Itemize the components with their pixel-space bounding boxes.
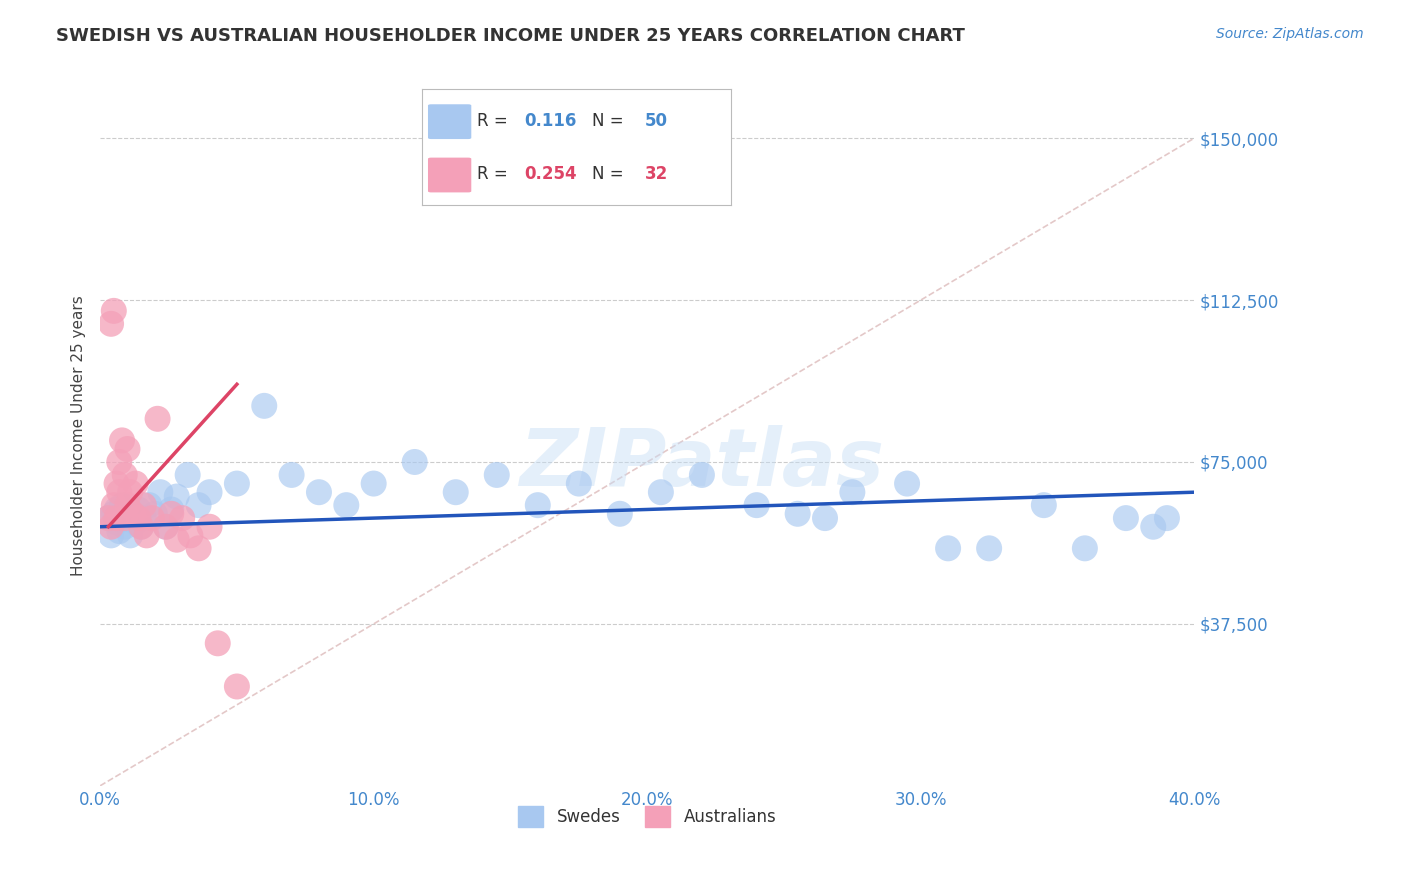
Point: [103, 304, 125, 318]
Point: [936, 541, 959, 556]
Point: [129, 520, 152, 534]
Text: N =: N =: [592, 112, 623, 129]
Y-axis label: Householder Income Under 25 years: Householder Income Under 25 years: [72, 296, 86, 576]
Point: [114, 467, 136, 482]
Point: [103, 498, 125, 512]
Point: [363, 476, 385, 491]
Point: [786, 507, 808, 521]
FancyBboxPatch shape: [427, 104, 471, 139]
Point: [280, 467, 302, 482]
Point: [896, 476, 918, 491]
Point: [149, 485, 172, 500]
Point: [120, 485, 142, 500]
Legend: Swedes, Australians: Swedes, Australians: [512, 800, 783, 833]
Point: [100, 317, 122, 331]
Point: [155, 520, 177, 534]
Point: [404, 455, 426, 469]
Point: [650, 485, 672, 500]
Text: Source: ZipAtlas.com: Source: ZipAtlas.com: [1216, 27, 1364, 41]
Point: [111, 498, 134, 512]
Point: [176, 467, 198, 482]
Point: [100, 520, 122, 534]
Point: [609, 507, 631, 521]
Text: 0.116: 0.116: [524, 112, 576, 129]
Point: [160, 502, 183, 516]
Point: [187, 498, 209, 512]
Point: [745, 498, 768, 512]
Point: [225, 680, 247, 694]
Text: R =: R =: [478, 165, 513, 183]
Point: [127, 502, 149, 516]
Text: SWEDISH VS AUSTRALIAN HOUSEHOLDER INCOME UNDER 25 YEARS CORRELATION CHART: SWEDISH VS AUSTRALIAN HOUSEHOLDER INCOME…: [56, 27, 965, 45]
Text: 0.254: 0.254: [524, 165, 576, 183]
Text: 32: 32: [644, 165, 668, 183]
Point: [690, 467, 713, 482]
Point: [103, 507, 125, 521]
Point: [135, 528, 157, 542]
Point: [1142, 520, 1164, 534]
Text: N =: N =: [592, 165, 623, 183]
Point: [114, 520, 136, 534]
Point: [138, 498, 160, 512]
Point: [207, 636, 229, 650]
Point: [146, 412, 169, 426]
Point: [253, 399, 276, 413]
Point: [125, 476, 148, 491]
Point: [1115, 511, 1137, 525]
Point: [114, 511, 136, 525]
Point: [187, 541, 209, 556]
Point: [117, 511, 139, 525]
Point: [108, 524, 131, 538]
Point: [198, 520, 221, 534]
Point: [841, 485, 863, 500]
Point: [172, 511, 194, 525]
Point: [125, 516, 148, 530]
Point: [1156, 511, 1178, 525]
Point: [179, 528, 201, 542]
Point: [120, 528, 142, 542]
Point: [526, 498, 548, 512]
Point: [155, 520, 177, 534]
Point: [1032, 498, 1054, 512]
Point: [105, 516, 128, 530]
Point: [166, 490, 188, 504]
Point: [160, 507, 183, 521]
Point: [105, 511, 128, 525]
Text: ZIPatlas: ZIPatlas: [519, 425, 884, 503]
Point: [105, 502, 128, 516]
Text: R =: R =: [478, 112, 513, 129]
Point: [143, 507, 166, 521]
Point: [308, 485, 330, 500]
Point: [979, 541, 1001, 556]
Point: [225, 476, 247, 491]
Point: [141, 511, 163, 525]
Point: [100, 528, 122, 542]
Point: [132, 511, 155, 525]
Point: [108, 455, 131, 469]
Point: [335, 498, 357, 512]
Point: [485, 467, 508, 482]
Point: [129, 520, 152, 534]
Point: [122, 507, 145, 521]
Point: [122, 507, 145, 521]
Point: [117, 498, 139, 512]
Point: [111, 434, 134, 448]
FancyBboxPatch shape: [427, 158, 471, 193]
Point: [814, 511, 837, 525]
Point: [105, 476, 128, 491]
Point: [166, 533, 188, 547]
Point: [97, 511, 120, 525]
Point: [117, 442, 139, 456]
Point: [568, 476, 591, 491]
Point: [1074, 541, 1097, 556]
Point: [97, 511, 120, 525]
Point: [132, 498, 155, 512]
Text: 50: 50: [644, 112, 668, 129]
Point: [108, 485, 131, 500]
Point: [444, 485, 467, 500]
Point: [198, 485, 221, 500]
Point: [127, 511, 149, 525]
